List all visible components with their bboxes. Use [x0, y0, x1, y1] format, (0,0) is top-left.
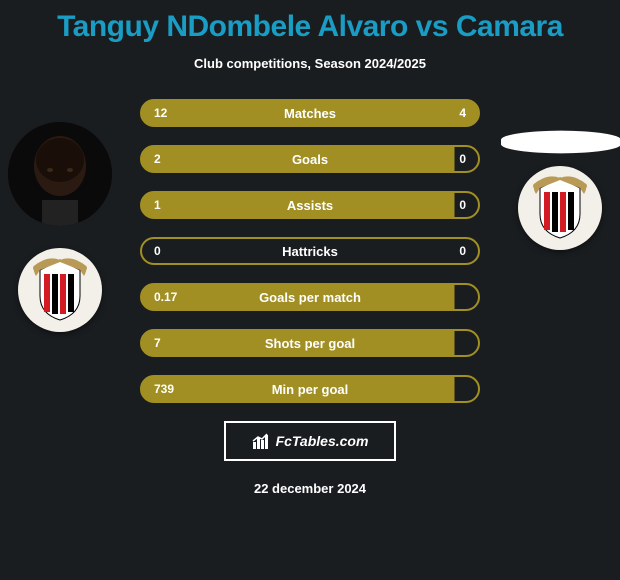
- stat-row: 7 Shots per goal: [140, 329, 480, 357]
- stat-value-right: 0: [459, 198, 466, 212]
- stat-row: 1 Assists 0: [140, 191, 480, 219]
- stat-label: Assists: [287, 198, 333, 213]
- stat-value-right: 4: [459, 106, 466, 120]
- stats-rows: 12 Matches 4 2 Goals 0 1 Assists 0 0 Hattricks 0 0.1…: [0, 99, 620, 403]
- chart-bars-icon: [252, 432, 270, 450]
- stat-bar: 739 Min per goal: [140, 375, 480, 403]
- stat-label: Shots per goal: [265, 336, 355, 351]
- stat-bar: 0.17 Goals per match: [140, 283, 480, 311]
- stat-row: 0 Hattricks 0: [140, 237, 480, 265]
- brand-label: FcTables.com: [276, 433, 369, 449]
- stat-label: Goals: [292, 152, 328, 167]
- page-title: Tanguy NDombele Alvaro vs Camara: [0, 10, 620, 44]
- stat-value-left: 2: [154, 152, 161, 166]
- stat-value-left: 0: [154, 244, 161, 258]
- stat-label: Min per goal: [272, 382, 349, 397]
- stat-value-left: 1: [154, 198, 161, 212]
- stat-value-right: 0: [459, 244, 466, 258]
- stat-bar: 0 Hattricks 0: [140, 237, 480, 265]
- subtitle: Club competitions, Season 2024/2025: [0, 56, 620, 71]
- stat-bar: 2 Goals 0: [140, 145, 480, 173]
- stat-label: Goals per match: [259, 290, 361, 305]
- brand-box[interactable]: FcTables.com: [224, 421, 396, 461]
- stat-value-right: 0: [459, 152, 466, 166]
- stat-row: 739 Min per goal: [140, 375, 480, 403]
- stat-value-left: 739: [154, 382, 174, 396]
- stat-label: Matches: [284, 106, 336, 121]
- stat-row: 2 Goals 0: [140, 145, 480, 173]
- date-line: 22 december 2024: [0, 481, 620, 496]
- stat-value-left: 0.17: [154, 290, 177, 304]
- stat-bar: 7 Shots per goal: [140, 329, 480, 357]
- stat-bar: 1 Assists 0: [140, 191, 480, 219]
- stat-value-left: 7: [154, 336, 161, 350]
- stat-row: 0.17 Goals per match: [140, 283, 480, 311]
- stat-bar: 12 Matches 4: [140, 99, 480, 127]
- stat-value-left: 12: [154, 106, 167, 120]
- stat-label: Hattricks: [282, 244, 338, 259]
- comparison-infographic: Tanguy NDombele Alvaro vs Camara Club co…: [0, 0, 620, 580]
- stat-row: 12 Matches 4: [140, 99, 480, 127]
